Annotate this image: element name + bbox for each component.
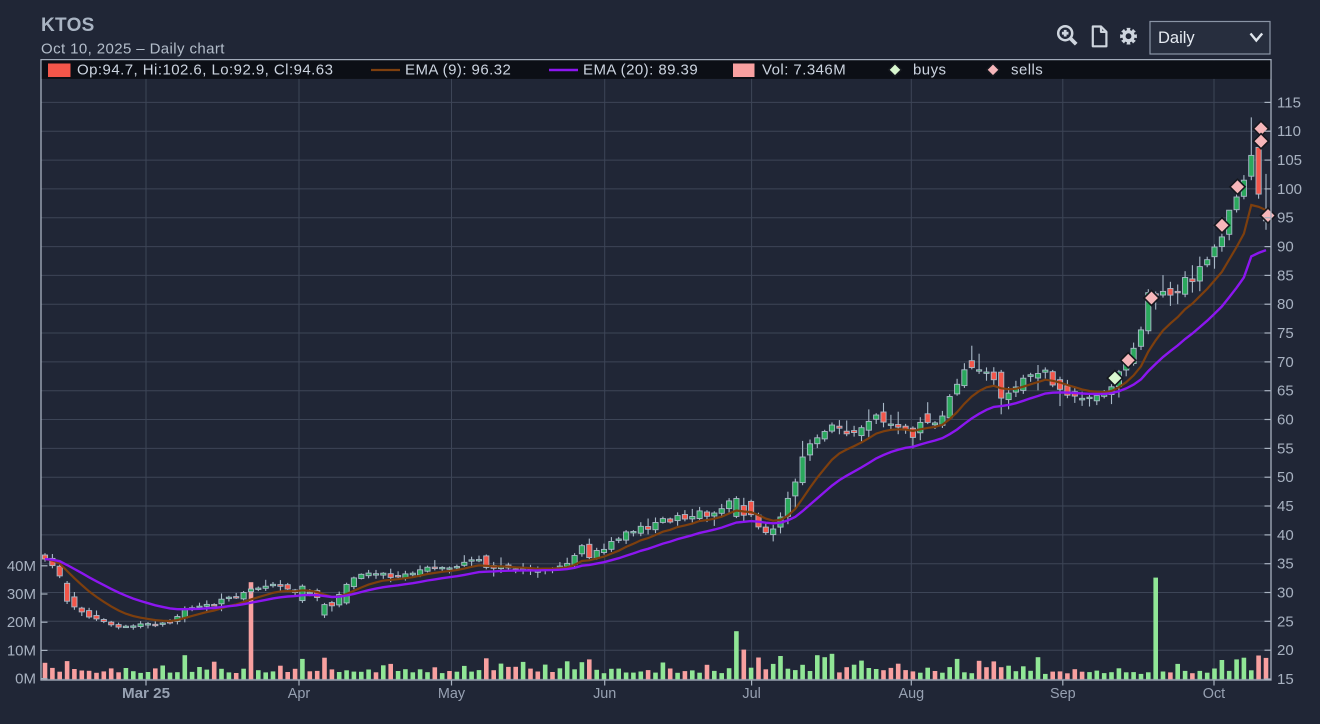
svg-text:45: 45: [1277, 498, 1294, 515]
svg-text:30M: 30M: [7, 586, 36, 603]
svg-text:60: 60: [1277, 412, 1294, 429]
svg-text:90: 90: [1277, 239, 1294, 256]
svg-text:55: 55: [1277, 440, 1294, 457]
svg-text:Aug: Aug: [898, 686, 924, 702]
svg-text:110: 110: [1277, 123, 1301, 140]
svg-text:50: 50: [1277, 469, 1294, 486]
svg-text:80: 80: [1277, 296, 1294, 313]
svg-text:115: 115: [1277, 94, 1301, 111]
svg-text:May: May: [438, 686, 466, 702]
svg-text:EMA (9): 96.32: EMA (9): 96.32: [405, 62, 511, 79]
svg-text:EMA (20): 89.39: EMA (20): 89.39: [583, 62, 698, 79]
svg-text:Jun: Jun: [593, 686, 616, 702]
svg-text:Jul: Jul: [742, 686, 760, 702]
svg-text:75: 75: [1277, 325, 1294, 342]
svg-text:25: 25: [1277, 613, 1294, 630]
svg-text:Mar 25: Mar 25: [122, 685, 171, 702]
svg-text:KTOS: KTOS: [41, 15, 95, 36]
svg-text:Vol: 7.346M: Vol: 7.346M: [762, 62, 846, 79]
svg-text:Daily: Daily: [1158, 29, 1195, 47]
svg-text:Oct: Oct: [1203, 686, 1225, 702]
svg-text:30: 30: [1277, 585, 1294, 602]
svg-text:40M: 40M: [7, 558, 36, 575]
svg-text:70: 70: [1277, 354, 1294, 371]
svg-text:sells: sells: [1011, 62, 1043, 79]
svg-text:Oct 10, 2025 – Daily chart: Oct 10, 2025 – Daily chart: [41, 41, 225, 58]
svg-text:Sep: Sep: [1050, 686, 1076, 702]
svg-text:Apr: Apr: [288, 686, 311, 702]
svg-text:20: 20: [1277, 642, 1294, 659]
svg-text:10M: 10M: [7, 642, 36, 659]
svg-text:Op:94.7, Hi:102.6, Lo:92.9, Cl: Op:94.7, Hi:102.6, Lo:92.9, Cl:94.63: [77, 62, 333, 79]
svg-text:35: 35: [1277, 556, 1294, 573]
svg-text:85: 85: [1277, 267, 1294, 284]
svg-text:20M: 20M: [7, 614, 36, 631]
svg-text:65: 65: [1277, 383, 1294, 400]
svg-text:100: 100: [1277, 181, 1302, 198]
svg-text:15: 15: [1277, 671, 1294, 688]
svg-text:buys: buys: [913, 62, 947, 79]
svg-text:0M: 0M: [15, 671, 36, 688]
svg-text:95: 95: [1277, 210, 1294, 227]
svg-text:40: 40: [1277, 527, 1294, 544]
svg-text:105: 105: [1277, 152, 1302, 169]
